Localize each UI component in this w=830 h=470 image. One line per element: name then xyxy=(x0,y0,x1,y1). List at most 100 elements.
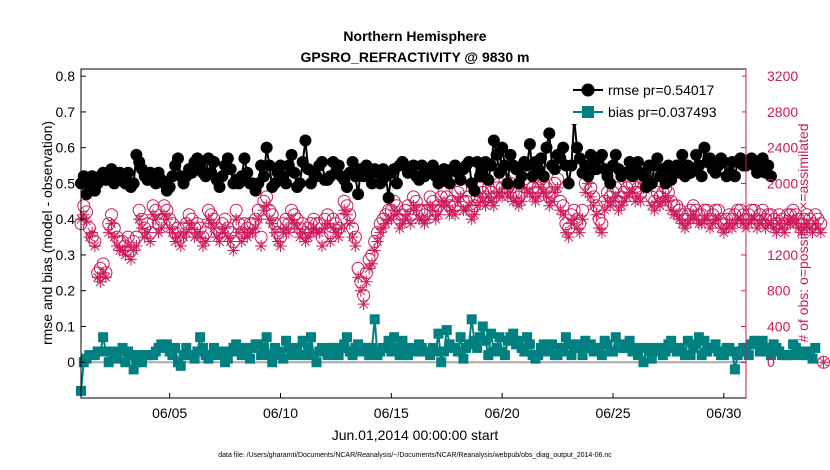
bias-point xyxy=(195,332,206,343)
bias-point xyxy=(425,350,436,361)
obs-assimilated-point xyxy=(183,217,196,230)
bias-point xyxy=(303,342,314,353)
rmse-point xyxy=(163,181,176,194)
obs-assimilated-point xyxy=(612,204,625,217)
obs-assimilated-point xyxy=(595,226,608,239)
rmse-point xyxy=(485,159,498,172)
obs-assimilated-point xyxy=(548,186,561,199)
legend-bias-label: bias pr=0.037493 xyxy=(608,104,717,120)
obs-assimilated-point xyxy=(429,213,442,226)
obs-assimilated-point xyxy=(451,195,464,208)
obs-assimilated-point xyxy=(180,226,193,239)
obs-assimilated-point xyxy=(266,217,279,230)
bias-point xyxy=(624,335,635,346)
bias-point xyxy=(682,335,693,346)
legend-bias-marker xyxy=(582,106,594,118)
obs-assimilated-point xyxy=(659,190,672,203)
bias-point xyxy=(236,350,247,361)
obs-assimilated-point xyxy=(582,177,595,190)
bias-point xyxy=(765,350,776,361)
obs-assimilated-point xyxy=(487,199,500,212)
obs-assimilated-point xyxy=(230,213,243,226)
bias-point xyxy=(278,353,289,364)
obs-assimilated-point xyxy=(388,204,401,217)
chart-title: Northern Hemisphere xyxy=(343,28,486,44)
bias-point xyxy=(455,332,466,343)
bias-point xyxy=(458,353,469,364)
rmse-point xyxy=(676,148,689,161)
obs-assimilated-point xyxy=(579,186,592,199)
obs-assimilated-point xyxy=(329,226,342,239)
rmse-point xyxy=(208,155,220,168)
bias-point xyxy=(452,346,463,357)
x-tick-label: 06/25 xyxy=(595,405,630,421)
obs-assimilated-point xyxy=(219,222,232,235)
rmse-point xyxy=(504,148,517,161)
bias-point xyxy=(386,346,397,357)
obs-assimilated-point xyxy=(160,213,173,226)
bias-point xyxy=(519,346,530,357)
bias-point xyxy=(533,350,544,361)
rmse-point xyxy=(166,170,179,183)
bias-point xyxy=(602,339,613,350)
bias-point xyxy=(743,350,754,361)
obs-assimilated-point xyxy=(127,244,140,257)
obs-assimilated-point xyxy=(316,240,329,253)
obs-assimilated-point xyxy=(440,199,453,212)
obs-assimilated-point xyxy=(249,222,262,235)
obs-assimilated-point xyxy=(241,231,254,244)
rmse-point xyxy=(764,170,777,183)
rmse-point xyxy=(316,155,329,168)
rmse-point xyxy=(487,134,500,147)
rmse-point xyxy=(280,177,293,190)
rmse-point xyxy=(238,152,251,165)
obs-assimilated-point xyxy=(338,204,351,217)
obs-assimilated-point xyxy=(138,231,151,244)
obs-assimilated-point xyxy=(426,204,439,217)
obs-assimilated-point xyxy=(532,190,545,203)
bias-point xyxy=(380,342,391,353)
obs-assimilated-point xyxy=(615,199,628,212)
obs-assimilated-point xyxy=(133,213,146,226)
x-tick-label: 06/15 xyxy=(374,405,409,421)
obs-assimilated-point xyxy=(540,190,553,203)
bias-point xyxy=(522,332,533,343)
rmse-point xyxy=(443,177,456,190)
obs-assimilated-point xyxy=(280,222,293,235)
obs-assimilated-point xyxy=(221,231,234,244)
bias-point xyxy=(297,335,308,346)
bias-point xyxy=(558,346,569,357)
obs-assimilated-point xyxy=(260,199,273,212)
bias-point xyxy=(469,335,480,346)
obs-assimilated-point xyxy=(449,208,462,221)
y-tick-label: 0.3 xyxy=(56,247,76,263)
rmse-point xyxy=(590,163,603,176)
obs-assimilated-point xyxy=(80,214,93,227)
rmse-point xyxy=(570,141,583,154)
bias-point xyxy=(128,364,139,375)
y-right-tick-label: 2000 xyxy=(767,175,798,191)
bias-point xyxy=(480,335,491,346)
rmse-point xyxy=(390,177,403,190)
rmse-point xyxy=(557,141,570,154)
x-tick-label: 06/20 xyxy=(485,405,520,421)
obs-assimilated-point xyxy=(324,235,337,248)
bias-point xyxy=(621,342,632,353)
obs-assimilated-point xyxy=(263,213,276,226)
rmse-point xyxy=(482,173,495,186)
bias-point xyxy=(752,339,763,350)
bias-point xyxy=(120,357,131,368)
bias-point xyxy=(342,332,352,343)
obs-assimilated-point xyxy=(268,226,281,239)
bias-point xyxy=(680,350,691,361)
rmse-point xyxy=(498,159,511,172)
bias-point xyxy=(632,350,643,361)
obs-assimilated-point xyxy=(437,195,450,208)
y-tick-label: 0.6 xyxy=(56,140,76,156)
obs-assimilated-point xyxy=(645,199,658,212)
bias-point xyxy=(693,332,704,343)
y-tick-label: 0.8 xyxy=(56,68,76,84)
obs-assimilated-point xyxy=(271,235,284,248)
bias-point xyxy=(197,342,208,353)
bias-point xyxy=(630,342,641,353)
